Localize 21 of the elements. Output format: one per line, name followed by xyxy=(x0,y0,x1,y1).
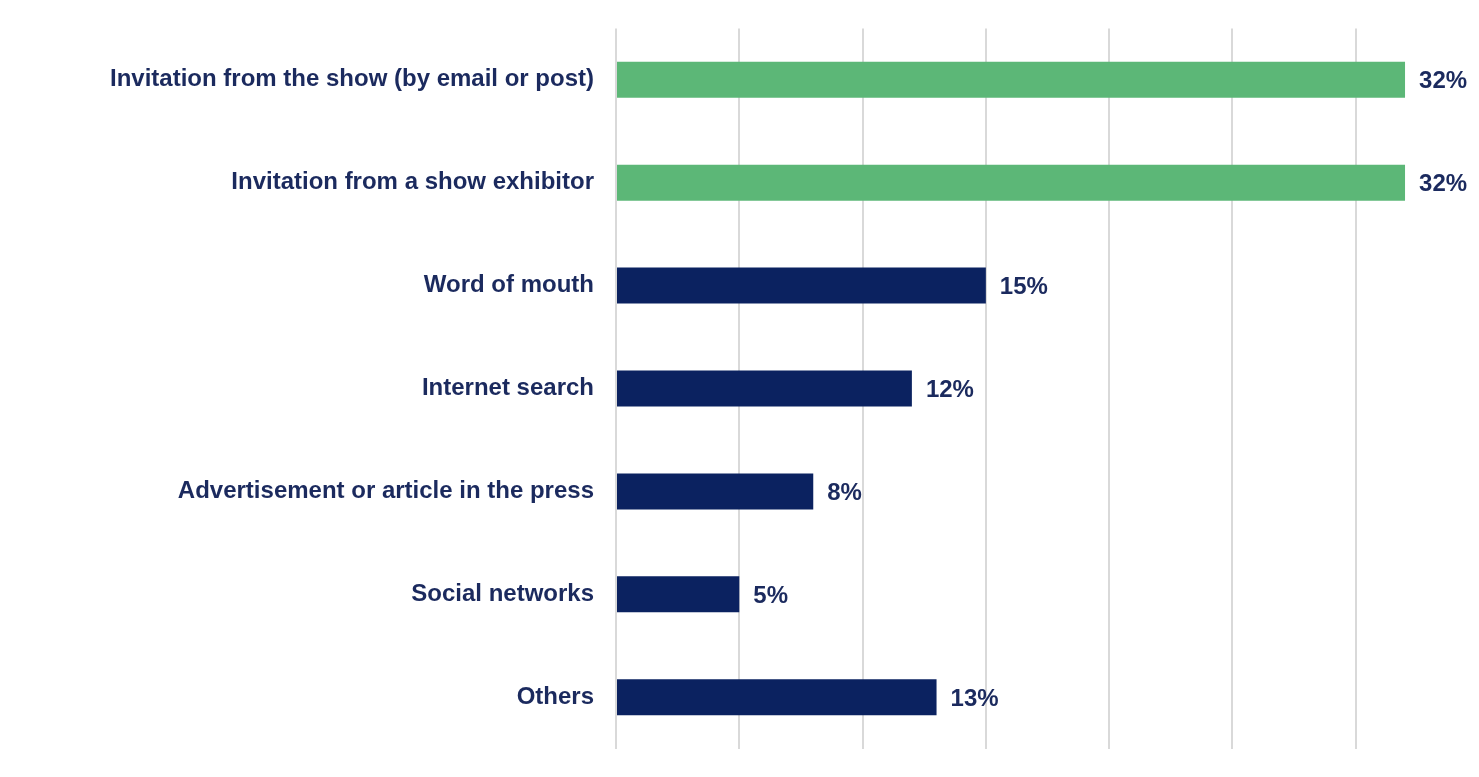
data-label: 5% xyxy=(753,580,788,608)
y-tick-label: Invitation from the show (by email or post) xyxy=(109,64,594,92)
data-label: 15% xyxy=(999,272,1048,300)
y-tick-label: Social networks xyxy=(411,578,594,606)
y-tick-label: Internet search xyxy=(421,373,594,401)
bar xyxy=(617,164,1406,201)
data-label: 13% xyxy=(950,683,999,711)
bar xyxy=(617,61,1406,98)
bar xyxy=(617,576,740,613)
y-tick-label: Advertisement or article in the press xyxy=(177,476,594,504)
y-tick-label: Word of mouth xyxy=(423,270,594,298)
data-label: 12% xyxy=(925,375,974,403)
bar xyxy=(617,267,986,304)
data-label: 32% xyxy=(1419,169,1468,197)
bar xyxy=(617,679,937,716)
bar xyxy=(617,473,814,510)
data-label: 32% xyxy=(1419,66,1468,94)
y-tick-label: Others xyxy=(516,681,594,709)
y-tick-label: Invitation from a show exhibitor xyxy=(231,167,594,195)
bar xyxy=(617,370,912,407)
data-label: 8% xyxy=(827,478,862,506)
